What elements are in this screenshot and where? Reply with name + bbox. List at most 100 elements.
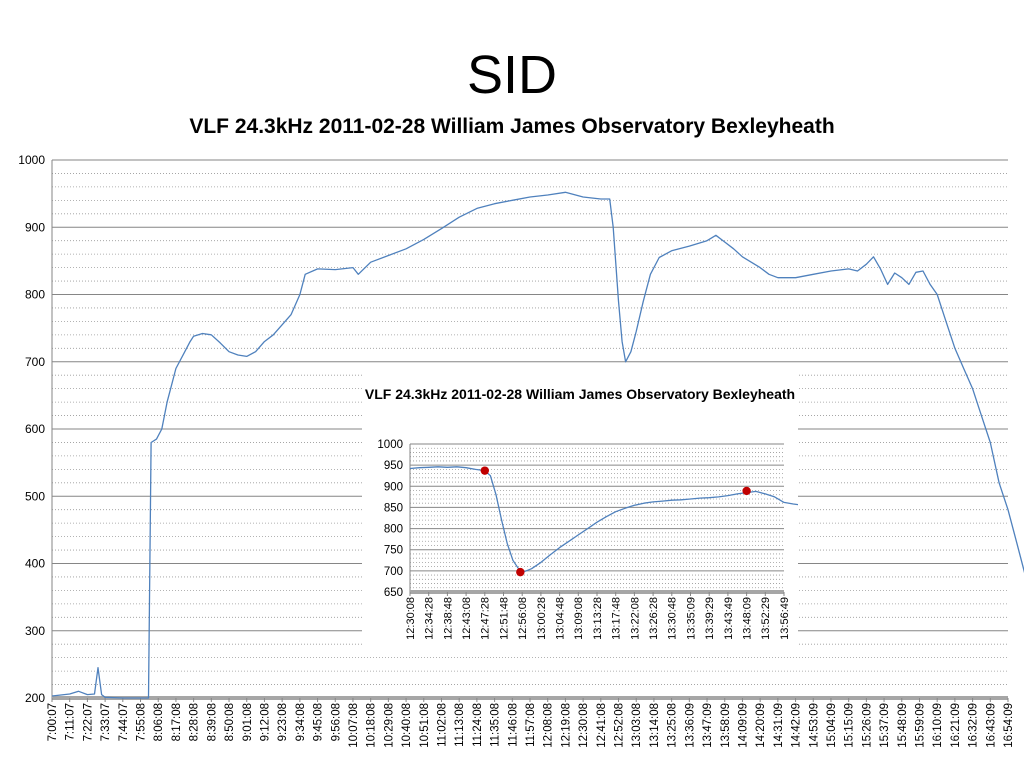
x-tick-label: 13:35:09 <box>685 597 697 640</box>
y-tick-label: 800 <box>25 288 45 302</box>
x-tick-label: 13:04:48 <box>554 597 566 640</box>
x-tick-label: 16:10:09 <box>932 703 944 748</box>
x-tick-label: 8:17:08 <box>171 703 183 741</box>
x-tick-label: 13:47:09 <box>702 703 714 748</box>
x-tick-label: 9:01:08 <box>242 703 254 741</box>
y-tick-label: 650 <box>384 587 403 599</box>
inset-chart: 650 700 750 800 850 900 950 1000 12:30:08 12:34:2… <box>377 439 798 640</box>
x-tick-label: 16:21:09 <box>950 703 962 748</box>
x-tick-label: 10:29:08 <box>383 703 395 748</box>
x-tick-label: 12:41:08 <box>596 703 608 748</box>
x-tick-label: 12:38:48 <box>442 597 454 640</box>
x-tick-label: 8:28:08 <box>189 703 201 741</box>
x-tick-label: 14:09:09 <box>737 703 749 748</box>
x-tick-label: 7:55:08 <box>136 703 148 741</box>
x-tick-label: 13:09:08 <box>573 597 585 640</box>
x-tick-label: 14:20:09 <box>755 703 767 748</box>
x-tick-label: 15:59:09 <box>915 703 927 748</box>
y-tick-label: 800 <box>384 524 403 536</box>
x-tick-label: 11:02:08 <box>437 703 449 747</box>
x-tick-label: 15:48:09 <box>897 703 909 748</box>
x-tick-label: 7:00:07 <box>47 703 59 741</box>
y-tick-label: 900 <box>384 481 403 493</box>
x-tick-label: 16:32:09 <box>968 703 980 748</box>
x-tick-label: 7:44:07 <box>118 703 130 741</box>
x-tick-label: 12:08:08 <box>543 703 555 748</box>
x-tick-label: 12:51:48 <box>498 597 510 640</box>
x-tick-label: 12:30:08 <box>578 703 590 748</box>
y-tick-label: 950 <box>384 460 403 472</box>
x-tick-label: 8:50:08 <box>224 703 236 741</box>
x-tick-label: 12:19:08 <box>560 703 572 748</box>
x-tick-label: 11:13:08 <box>454 703 466 747</box>
x-tick-label: 13:03:08 <box>631 703 643 748</box>
y-tick-label: 500 <box>25 489 45 503</box>
x-tick-label: 11:46:08 <box>507 703 519 747</box>
x-tick-label: 11:24:08 <box>472 703 484 747</box>
y-tick-label: 850 <box>384 502 403 514</box>
main-chart-title: VLF 24.3kHz 2011-02-28 William James Obs… <box>189 115 835 138</box>
x-tick-label: 14:53:09 <box>808 703 820 748</box>
x-tick-label: 13:58:09 <box>720 703 732 748</box>
x-tick-label: 7:22:07 <box>82 703 94 741</box>
y-tick-label: 700 <box>25 355 45 369</box>
x-tick-label: 13:13:28 <box>592 597 604 640</box>
x-tick-label: 13:14:08 <box>649 703 661 748</box>
data-line <box>51 191 1024 699</box>
x-tick-label: 12:52:08 <box>614 703 626 748</box>
x-tick-label: 13:25:08 <box>667 703 679 748</box>
x-tick-label: 16:54:09 <box>1003 703 1015 748</box>
x-tick-label: 13:56:49 <box>779 597 791 640</box>
x-tick-label: 12:47:28 <box>480 597 492 640</box>
x-tick-label: 11:35:08 <box>490 703 502 747</box>
x-tick-label: 9:45:08 <box>313 703 325 741</box>
x-tick-label: 15:26:09 <box>861 703 873 748</box>
x-tick-label: 13:22:08 <box>629 597 641 640</box>
x-tick-label: 7:33:07 <box>100 703 112 741</box>
x-tick-label: 13:36:09 <box>684 703 696 748</box>
x-tick-label: 13:26:28 <box>648 597 660 640</box>
x-tick-label: 9:23:08 <box>277 703 289 741</box>
x-tick-label: 13:48:09 <box>741 597 753 640</box>
y-tick-label: 400 <box>25 557 45 571</box>
x-tick-label: 13:43:49 <box>723 597 735 640</box>
y-tick-label: 750 <box>384 545 403 557</box>
y-tick-label: 1000 <box>377 439 403 451</box>
x-tick-label: 10:18:08 <box>366 703 378 748</box>
x-tick-label: 12:56:08 <box>517 597 529 640</box>
x-tick-label: 15:04:09 <box>826 703 838 748</box>
x-tick-label: 13:52:29 <box>760 597 772 640</box>
slide-title: SID <box>466 45 558 105</box>
x-tick-label: 7:11:07 <box>65 703 77 741</box>
x-tick-label: 12:30:08 <box>405 597 417 640</box>
x-tick-label: 13:17:48 <box>611 597 623 640</box>
x-tick-label: 11:57:08 <box>525 703 537 747</box>
x-tick-label: 9:12:08 <box>259 703 271 741</box>
x-tick-label: 9:34:08 <box>295 703 307 741</box>
x-tick-label: 15:37:09 <box>879 703 891 748</box>
x-tick-label: 10:40:08 <box>401 703 413 748</box>
y-tick-label: 700 <box>384 566 403 578</box>
y-tick-label: 600 <box>25 422 45 436</box>
x-tick-label: 8:06:08 <box>153 703 165 741</box>
x-tick-label: 14:31:09 <box>773 703 785 748</box>
y-tick-label: 1000 <box>18 153 45 167</box>
x-tick-label: 14:42:09 <box>791 703 803 748</box>
x-tick-label: 9:56:08 <box>330 703 342 741</box>
data-marker <box>480 466 489 475</box>
x-tick-label: 13:00:28 <box>536 597 548 640</box>
x-tick-label: 12:43:08 <box>461 597 473 640</box>
x-tick-label: 10:07:08 <box>348 703 360 748</box>
y-tick-label: 900 <box>25 220 45 234</box>
x-tick-label: 13:30:48 <box>667 597 679 640</box>
x-tick-label: 16:43:09 <box>985 703 997 748</box>
x-tick-label: 15:15:09 <box>844 703 856 748</box>
y-tick-label: 300 <box>25 624 45 638</box>
data-line <box>409 466 798 573</box>
y-tick-label: 200 <box>25 691 45 705</box>
data-marker <box>742 486 751 496</box>
x-tick-label: 8:39:08 <box>206 703 218 741</box>
data-marker <box>516 567 525 577</box>
inset-chart-title: VLF 24.3kHz 2011-02-28 William James Obs… <box>364 386 796 402</box>
x-tick-label: 10:51:08 <box>419 703 431 748</box>
